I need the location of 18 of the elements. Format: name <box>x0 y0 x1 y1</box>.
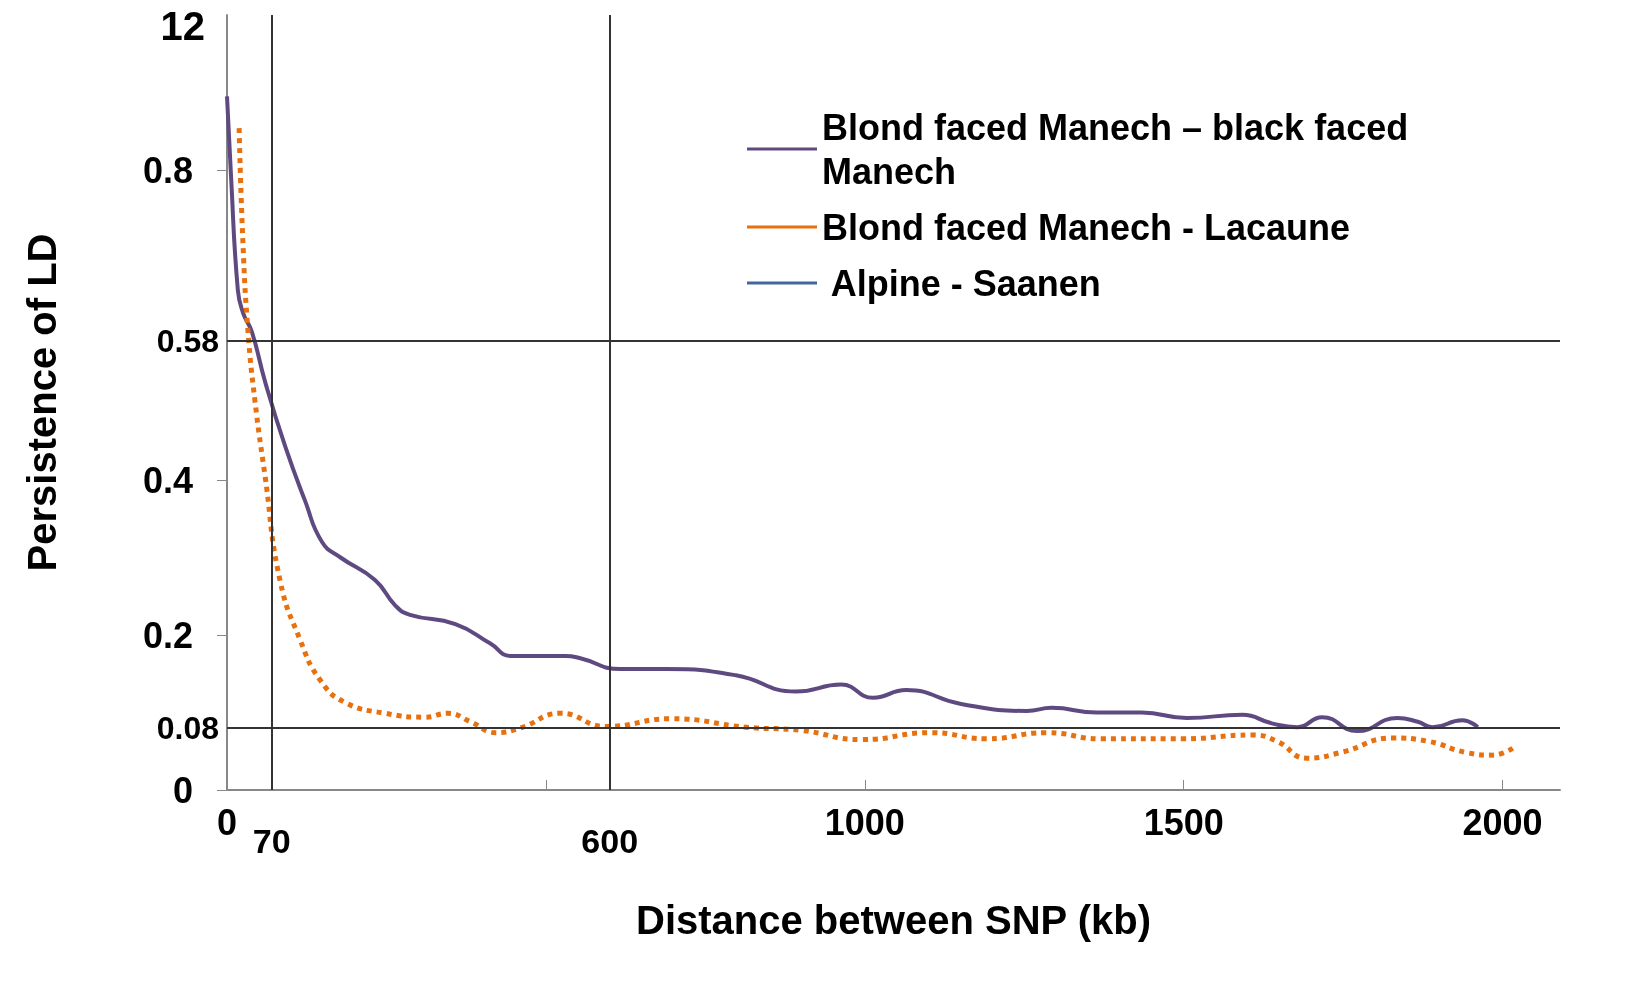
x-axis-title: Distance between SNP (kb) <box>636 898 1151 942</box>
ref-line-label: 600 <box>581 822 639 860</box>
ref-line-label: 70 <box>252 822 291 860</box>
ref-line-label: 0.58 <box>156 322 219 359</box>
x-tick-label: 1500 <box>1143 801 1224 843</box>
x-tick-label: 1000 <box>824 801 905 843</box>
ref-line-label: 0.08 <box>156 710 219 746</box>
legend-label: Alpine - Saanen <box>822 262 1101 304</box>
legend-label: Blond faced Manech – black faced Manech <box>822 106 1419 192</box>
text: 12 <box>160 4 206 48</box>
legend-label: Blond faced Manech - Lacaune <box>822 206 1351 248</box>
y-tick-label: 0.4 <box>142 459 193 501</box>
y-axis-title: Persistence of LD <box>20 233 64 572</box>
y-tick-label: 0 <box>172 769 193 811</box>
x-tick-label: 0 <box>216 801 238 843</box>
y-tick-label: 0.2 <box>142 614 193 656</box>
y-tick-label: 0.8 <box>142 149 193 191</box>
x-tick-label: 2000 <box>1462 801 1543 843</box>
